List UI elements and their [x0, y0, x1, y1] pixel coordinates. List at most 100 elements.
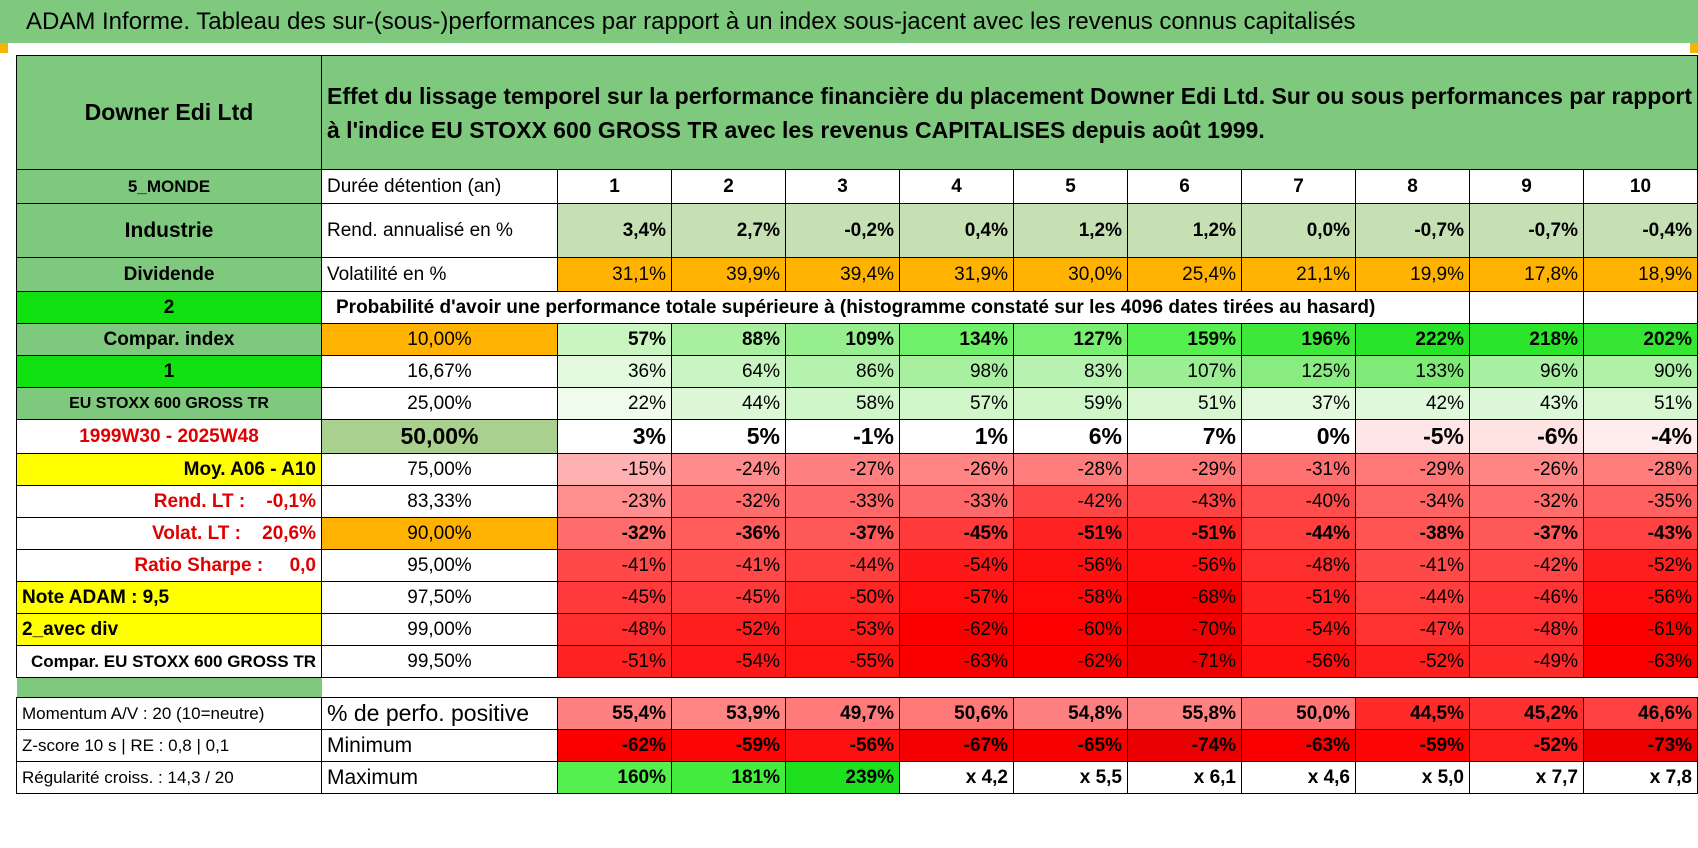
positive-row: Momentum A/V : 20 (10=neutre)% de perfo.…: [16, 697, 1698, 730]
quantile-cell: -51%: [1013, 517, 1128, 550]
rend-label: Rend. annualisé en %: [321, 203, 558, 258]
quantile-cell: -37%: [785, 517, 900, 550]
quantile-cell: -49%: [1469, 645, 1584, 678]
quantile-cell: -28%: [1013, 453, 1128, 486]
maximum-label: Maximum: [321, 761, 558, 794]
code2-label: 1: [16, 355, 322, 388]
quantile-cell: -45%: [557, 581, 672, 614]
code1-label: 2: [16, 291, 322, 324]
quantile-cell: -51%: [557, 645, 672, 678]
quantile-cell: -41%: [671, 549, 786, 582]
quantile-cell: 127%: [1013, 323, 1128, 356]
minimum-cell: -74%: [1127, 729, 1242, 762]
quantile-cell: 6%: [1013, 419, 1128, 454]
quantile-cell: 125%: [1241, 355, 1356, 388]
quantile-label: 90,00%: [321, 517, 558, 550]
quantile-cell: -62%: [1013, 645, 1128, 678]
quantile-cell: -45%: [671, 581, 786, 614]
quantile-cell: -48%: [1469, 613, 1584, 646]
quantile-cell: -26%: [1469, 453, 1584, 486]
vol-cell: 31,9%: [899, 257, 1014, 292]
quantile-cell: 88%: [671, 323, 786, 356]
quantile-cell: -58%: [1013, 581, 1128, 614]
quantile-cell: -4%: [1583, 419, 1698, 454]
gap-blank: [322, 678, 1698, 698]
quantile-cell: 22%: [557, 387, 672, 420]
minimum-cell: -73%: [1583, 729, 1698, 762]
quantile-cell: -54%: [671, 645, 786, 678]
quantile-cell: -51%: [1127, 517, 1242, 550]
vol-cell: 19,9%: [1355, 257, 1470, 292]
positive-cell: 50,6%: [899, 697, 1014, 730]
positive-label: % de perfo. positive: [321, 697, 558, 730]
rend-cell: -0,4%: [1583, 203, 1698, 258]
maximum-cell: 239%: [785, 761, 900, 794]
maximum-cell: 181%: [671, 761, 786, 794]
quantile-cell: -45%: [899, 517, 1014, 550]
quantile-cell: -46%: [1469, 581, 1584, 614]
quantile-cell: 64%: [671, 355, 786, 388]
quantile-cell: -31%: [1241, 453, 1356, 486]
quantile-label: 97,50%: [321, 581, 558, 614]
quantile-label: 16,67%: [321, 355, 558, 388]
sector-label: Industrie: [16, 203, 322, 258]
quantile-cell: 37%: [1241, 387, 1356, 420]
quantile-cell: 96%: [1469, 355, 1584, 388]
quantile-label: 83,33%: [321, 485, 558, 518]
quantile-cell: -37%: [1469, 517, 1584, 550]
empty-cell: [1469, 291, 1584, 324]
positive-cell: 50,0%: [1241, 697, 1356, 730]
gap-row: [16, 677, 1698, 698]
vol-label: Volatilité en %: [321, 257, 558, 292]
quantile-cell: -27%: [785, 453, 900, 486]
quantile-row: Moy. A06 - A10 75,00% -15% -24% -27% -26% -28%…: [16, 453, 1698, 486]
quantile-cell: -44%: [1241, 517, 1356, 550]
positive-cell: 45,2%: [1469, 697, 1584, 730]
minimum-cell: -56%: [785, 729, 900, 762]
positive-cell: 46,6%: [1583, 697, 1698, 730]
quantile-cell: -56%: [1127, 549, 1242, 582]
probability-title: Probabilité d'avoir une performance tota…: [321, 291, 1470, 324]
quantile-cell: -52%: [671, 613, 786, 646]
quantile-cell: -50%: [785, 581, 900, 614]
vol-cell: 31,1%: [557, 257, 672, 292]
quantile-label: 50,00%: [321, 419, 558, 454]
year-cell: 3: [785, 169, 900, 204]
rend-cell: -0,7%: [1469, 203, 1584, 258]
vol-cell: 30,0%: [1013, 257, 1128, 292]
quantile-cell: -48%: [1241, 549, 1356, 582]
quantile-cell: 58%: [785, 387, 900, 420]
rend-cell: 0,4%: [899, 203, 1014, 258]
quantile-label: 95,00%: [321, 549, 558, 582]
year-cell: 10: [1583, 169, 1698, 204]
quantile-cell: -29%: [1127, 453, 1242, 486]
year-cell: 5: [1013, 169, 1128, 204]
quantile-cell: 42%: [1355, 387, 1470, 420]
quantile-cell: -44%: [785, 549, 900, 582]
quantile-cell: -26%: [899, 453, 1014, 486]
zscore-label: Z-score 10 s | RE : 0,8 | 0,1: [16, 729, 322, 762]
minimum-cell: -65%: [1013, 729, 1128, 762]
year-cell: 7: [1241, 169, 1356, 204]
maximum-cell: x 7,7: [1469, 761, 1584, 794]
header-row: Downer Edi Ltd Effet du lissage temporel…: [16, 55, 1698, 170]
quantile-cell: 134%: [899, 323, 1014, 356]
quantile-cell: 196%: [1241, 323, 1356, 356]
rend-cell: -0,2%: [785, 203, 900, 258]
year-cell: 4: [899, 169, 1014, 204]
vol-cell: 18,9%: [1583, 257, 1698, 292]
description: Effet du lissage temporel sur la perform…: [321, 55, 1698, 170]
quantile-cell: -32%: [1469, 485, 1584, 518]
maximum-cell: 160%: [557, 761, 672, 794]
quantile-cell: -41%: [557, 549, 672, 582]
quantile-cell: -44%: [1355, 581, 1470, 614]
minimum-cell: -52%: [1469, 729, 1584, 762]
quantile-cell: -48%: [557, 613, 672, 646]
quantile-cell: -56%: [1013, 549, 1128, 582]
quantile-cell: -29%: [1355, 453, 1470, 486]
minimum-cell: -67%: [899, 729, 1014, 762]
maximum-cell: x 4,2: [899, 761, 1014, 794]
quantile-cell: 83%: [1013, 355, 1128, 388]
performance-table: Downer Edi Ltd Effet du lissage temporel…: [16, 55, 1698, 794]
rend-row: Industrie Rend. annualisé en % 3,4% 2,7% -0,…: [16, 203, 1698, 258]
